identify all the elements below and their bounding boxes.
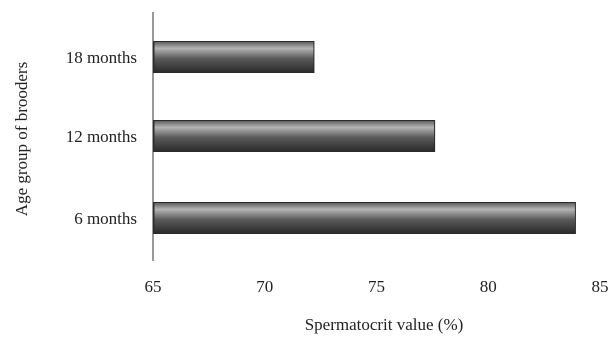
- x-axis-title: Spermatocrit value (%): [305, 315, 464, 334]
- category-label: 6 months: [74, 209, 137, 228]
- x-tick-label: 75: [368, 277, 385, 296]
- x-tick-label: 80: [480, 277, 497, 296]
- x-tick-labels: 65 70 75 80 85: [145, 277, 609, 296]
- y-axis-title: Age group of brooders: [12, 62, 31, 216]
- x-tick-label: 65: [145, 277, 162, 296]
- category-label: 12 months: [66, 127, 137, 146]
- bar-18-months: [153, 41, 315, 73]
- bar-12-months: [153, 120, 436, 152]
- category-labels: 18 months 12 months 6 months: [66, 48, 137, 228]
- bar-6-months: [153, 202, 576, 234]
- x-tick-label: 85: [592, 277, 609, 296]
- x-tick-label: 70: [256, 277, 273, 296]
- category-label: 18 months: [66, 48, 137, 67]
- bars-group: [153, 41, 576, 234]
